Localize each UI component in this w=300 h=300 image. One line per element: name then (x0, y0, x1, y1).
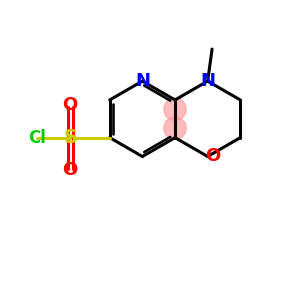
Text: O: O (63, 96, 78, 114)
Text: N: N (135, 72, 150, 90)
Text: O: O (63, 161, 78, 179)
Text: S: S (63, 128, 77, 147)
Text: O: O (205, 148, 220, 166)
Text: Cl: Cl (28, 129, 46, 147)
Text: N: N (200, 72, 215, 90)
Circle shape (164, 117, 186, 140)
Circle shape (164, 98, 186, 121)
